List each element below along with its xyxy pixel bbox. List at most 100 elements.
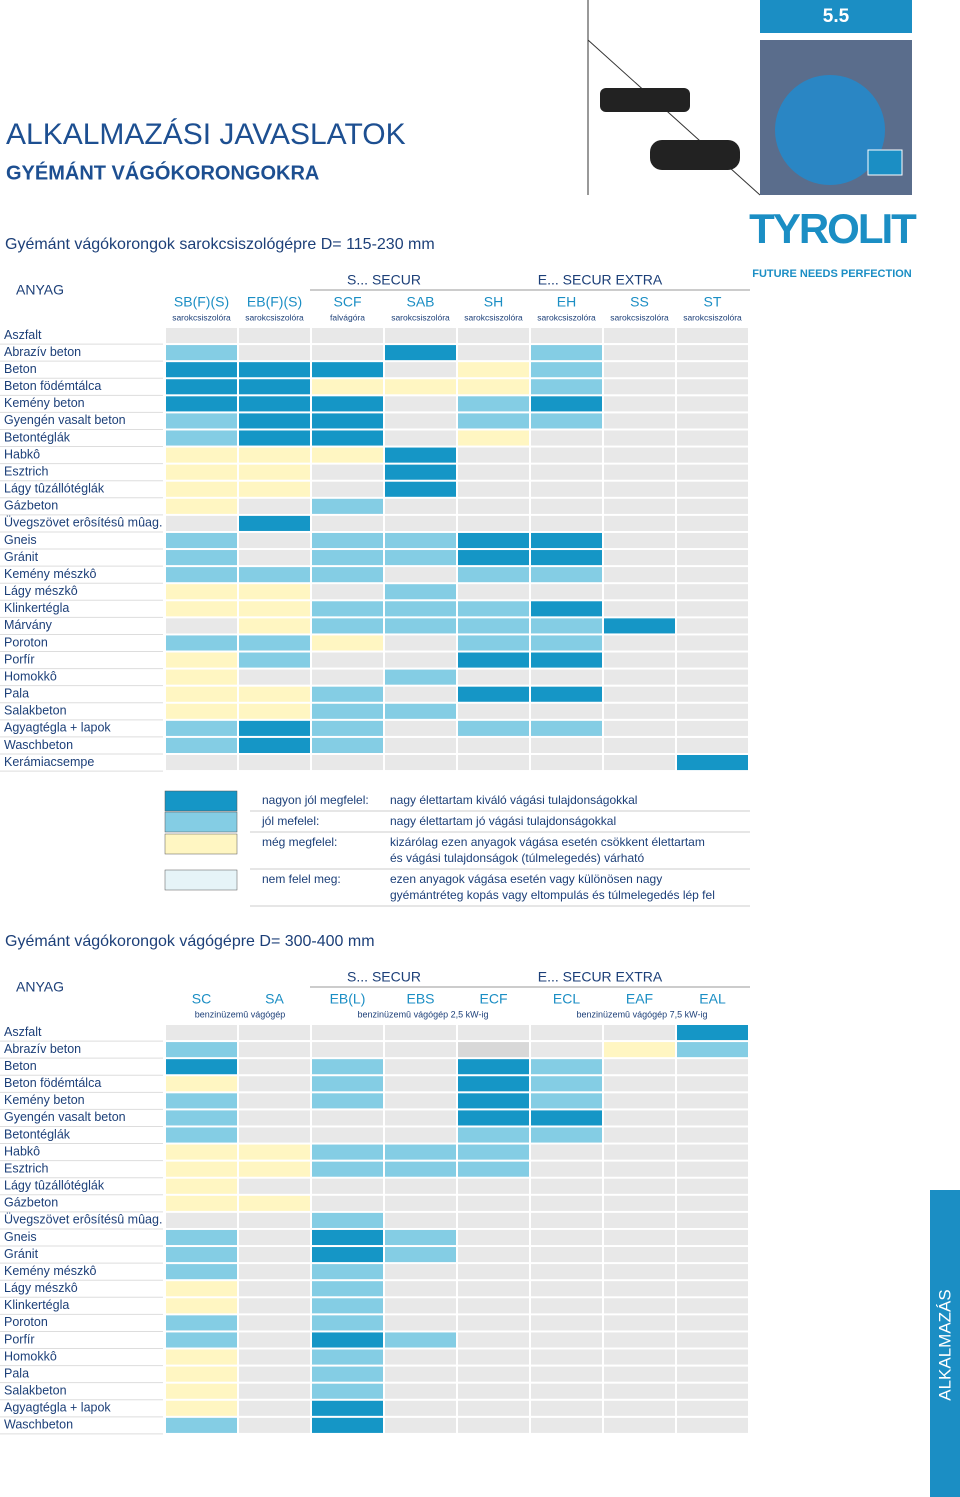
rating-cell xyxy=(385,1178,456,1194)
rating-cell xyxy=(239,498,310,514)
rating-cell xyxy=(677,1247,748,1263)
rating-cell xyxy=(239,737,310,753)
photo-disc xyxy=(775,75,885,185)
rating-cell xyxy=(166,362,237,378)
rating-cell xyxy=(531,550,602,566)
column-note: benzinüzemû vágógép 7,5 kW-ig xyxy=(577,1009,708,1019)
rating-cell xyxy=(677,1161,748,1177)
legend-swatch xyxy=(164,869,238,891)
column-name: SAB xyxy=(406,294,434,310)
grinder-icon xyxy=(600,88,690,112)
side-tab xyxy=(930,1190,960,1497)
legend-text: gyémántréteg kopás vagy eltompulás és tú… xyxy=(390,888,715,902)
rating-cell xyxy=(312,1042,383,1058)
rating-cell xyxy=(166,601,237,617)
rating-cell xyxy=(166,1178,237,1194)
rating-cell xyxy=(385,1366,456,1382)
rating-cell xyxy=(385,1349,456,1365)
rating-cell xyxy=(531,669,602,685)
row-label: Lágy tûzállótéglák xyxy=(4,482,105,496)
rating-cell xyxy=(166,379,237,395)
rating-cell xyxy=(239,1144,310,1160)
rating-cell xyxy=(458,1298,529,1314)
table-title: Gyémánt vágókorongok sarokcsiszológépre … xyxy=(5,236,435,253)
rating-cell xyxy=(604,1110,675,1126)
row-label: Habkô xyxy=(4,1144,40,1158)
row-label: Poroton xyxy=(4,1315,48,1329)
table-title: Gyémánt vágókorongok vágógépre D= 300-40… xyxy=(5,933,375,950)
rating-cell xyxy=(166,1161,237,1177)
rating-cell xyxy=(458,618,529,634)
rating-cell xyxy=(385,447,456,463)
rating-cell xyxy=(239,447,310,463)
rating-cell xyxy=(604,1315,675,1331)
rating-cell xyxy=(677,1110,748,1126)
row-label: Habkô xyxy=(4,447,40,461)
rating-cell xyxy=(239,1127,310,1143)
rating-cell xyxy=(239,1247,310,1263)
rating-cell xyxy=(458,550,529,566)
rating-cell xyxy=(531,1264,602,1280)
column-note: sarokcsiszolóra xyxy=(391,312,450,322)
rating-cell xyxy=(531,1247,602,1263)
row-label: Aszfalt xyxy=(4,328,42,342)
rating-cell xyxy=(239,328,310,344)
rating-cell xyxy=(385,1076,456,1092)
rating-cell xyxy=(531,1127,602,1143)
legend-label: még megfelel: xyxy=(262,835,337,849)
rating-cell xyxy=(458,584,529,600)
rating-cell xyxy=(239,464,310,480)
column-note: sarokcsiszolóra xyxy=(610,312,669,322)
column-name: SS xyxy=(630,294,649,310)
rating-cell xyxy=(604,1144,675,1160)
rating-cell xyxy=(458,652,529,668)
rating-cell xyxy=(458,1025,529,1041)
rating-cell xyxy=(458,1315,529,1331)
rating-cell xyxy=(239,1383,310,1399)
row-label: Gneis xyxy=(4,533,37,547)
rating-cell xyxy=(677,515,748,531)
rating-cell xyxy=(458,1332,529,1348)
rating-cell xyxy=(385,1042,456,1058)
rating-cell xyxy=(312,703,383,719)
rating-cell xyxy=(458,1229,529,1246)
rating-cell xyxy=(385,1315,456,1331)
rating-cell xyxy=(458,464,529,480)
rating-cell xyxy=(531,1417,602,1433)
rating-cell xyxy=(677,379,748,395)
rating-cell xyxy=(458,515,529,531)
rating-cell xyxy=(385,720,456,736)
rating-cell xyxy=(458,1076,529,1092)
row-label: Esztrich xyxy=(4,1161,49,1175)
rating-cell xyxy=(677,1059,748,1075)
legend-text: nagy élettartam jó vágási tulajdonságokk… xyxy=(390,814,616,828)
rating-cell xyxy=(531,1315,602,1331)
rating-cell xyxy=(458,1127,529,1143)
rating-cell xyxy=(166,413,237,429)
rating-cell xyxy=(458,345,529,361)
rating-cell xyxy=(677,686,748,702)
rating-cell xyxy=(677,1264,748,1280)
column-name: SCF xyxy=(334,294,362,310)
rating-cell xyxy=(239,396,310,412)
rating-cell xyxy=(239,703,310,719)
row-label: Kemény beton xyxy=(4,396,85,410)
rating-cell xyxy=(677,1144,748,1160)
rating-cell xyxy=(312,755,383,771)
column-note: sarokcsiszolóra xyxy=(683,312,742,322)
rating-cell xyxy=(604,413,675,429)
row-label: Márvány xyxy=(4,618,53,632)
rating-cell xyxy=(239,1281,310,1297)
rating-cell xyxy=(458,328,529,344)
column-note: benzinüzemû vágógép xyxy=(195,1009,286,1019)
rating-cell xyxy=(239,1298,310,1314)
rating-cell xyxy=(531,362,602,378)
row-label: Beton xyxy=(4,1059,37,1073)
rating-cell xyxy=(312,1076,383,1092)
rating-cell xyxy=(531,1076,602,1092)
logo: TYROLIT xyxy=(749,205,917,252)
rating-cell xyxy=(604,601,675,617)
rating-cell xyxy=(604,1025,675,1041)
legend-label: nagyon jól megfelel: xyxy=(262,793,369,807)
